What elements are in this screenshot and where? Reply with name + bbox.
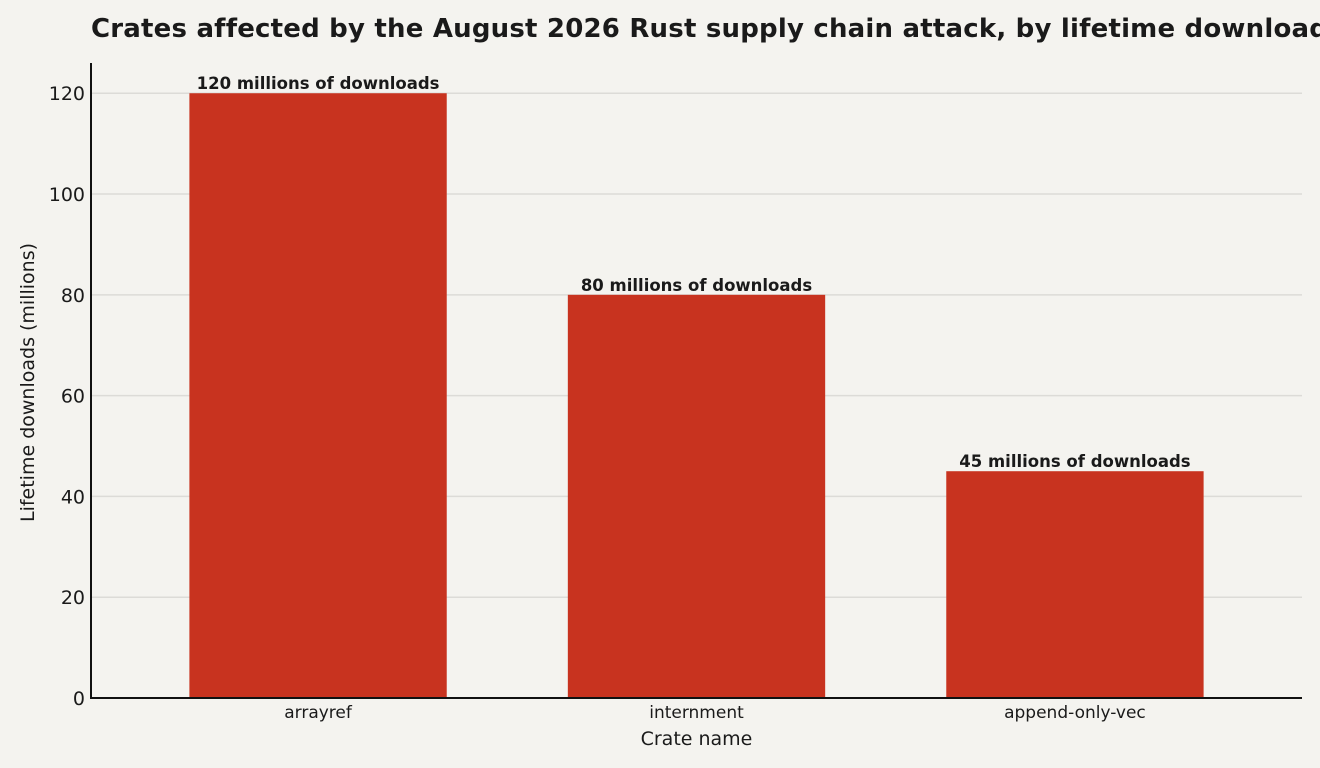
y-tick-label: 100 (49, 184, 85, 206)
axes (90, 63, 1302, 699)
y-tick-label: 40 (61, 486, 85, 508)
bar (946, 471, 1204, 698)
chart-title: Crates affected by the August 2026 Rust … (91, 14, 1320, 44)
y-axis-label: Lifetime downloads (millions) (17, 243, 39, 522)
y-tick-label: 0 (73, 688, 85, 710)
x-tick-label: append-only-vec (1004, 703, 1146, 723)
y-tick-label: 60 (61, 386, 85, 408)
x-axis-label: Crate name (641, 728, 753, 750)
bar (567, 294, 826, 698)
y-tick-labels: 0 20 40 60 80 100 120 (49, 83, 85, 710)
x-tick-labels: arrayref internment append-only-vec (284, 703, 1146, 723)
bar-data-label: 120 millions of downloads (197, 74, 440, 93)
bar (189, 93, 447, 698)
x-tick-label: internment (649, 703, 744, 723)
data-labels: 120 millions of downloads 80 millions of … (197, 74, 1191, 471)
y-tick-label: 80 (61, 285, 85, 307)
y-tick-label: 120 (49, 83, 85, 105)
bar-data-label: 45 millions of downloads (959, 452, 1191, 471)
bars (189, 93, 1204, 698)
x-tick-label: arrayref (284, 703, 353, 723)
y-tick-label: 20 (61, 587, 85, 609)
bar-data-label: 80 millions of downloads (581, 276, 813, 295)
